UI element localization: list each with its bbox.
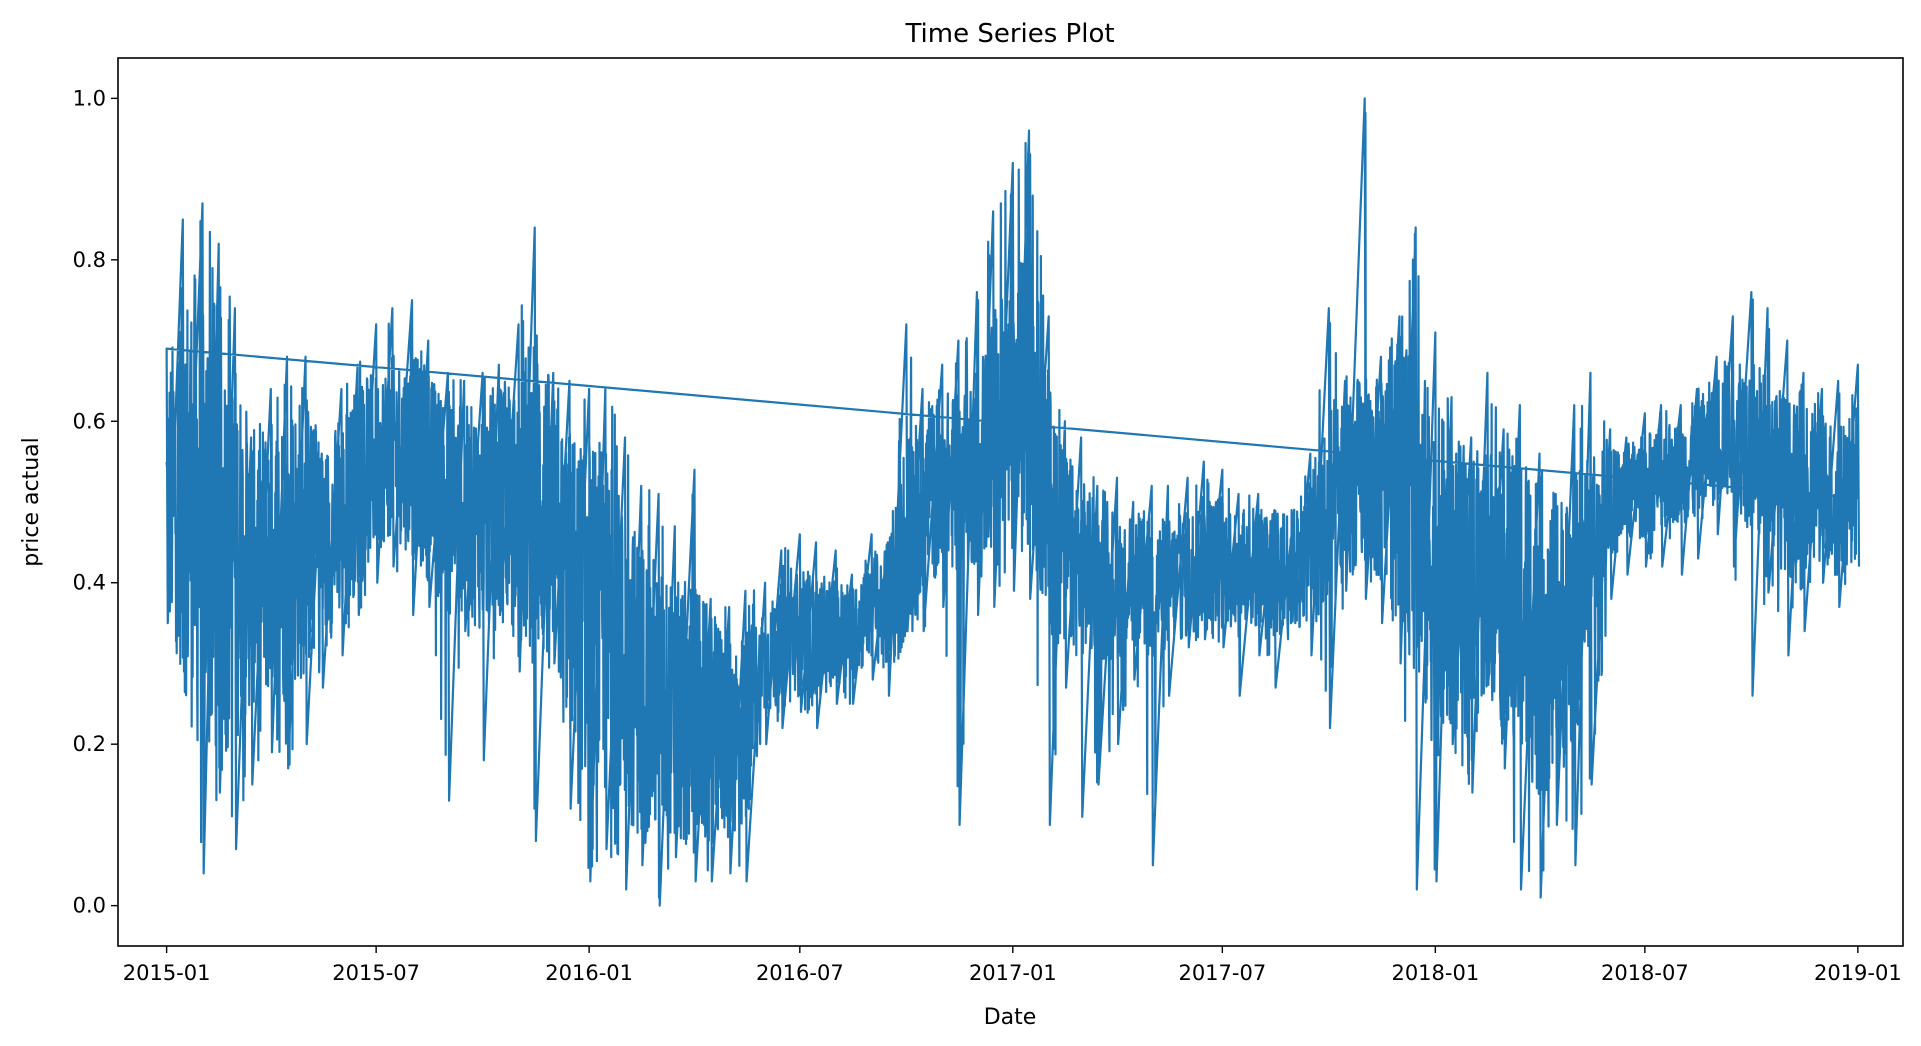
plot-area [165,97,1861,907]
y-tick-label: 1.0 [73,86,106,110]
x-tick-label: 2015-07 [332,961,420,985]
x-tick-label: 2018-07 [1601,961,1689,985]
y-tick-label: 0.2 [73,732,106,756]
x-tick-label: 2018-01 [1391,961,1479,985]
x-axis: 2015-01 2015-07 2016-01 2016-07 2017-01 2017-… [123,946,1902,985]
x-axis-title: Date [984,1005,1037,1030]
x-tick-label: 2019-01 [1814,961,1902,985]
x-tick-label: 2016-01 [545,961,633,985]
y-tick-label: 0.8 [73,248,106,272]
y-tick-label: 0.0 [73,894,106,918]
x-tick-label: 2017-07 [1178,961,1266,985]
y-axis-title: price actual [19,437,44,567]
x-tick-label: 2016-07 [756,961,844,985]
x-tick-label: 2015-01 [123,961,211,985]
y-axis: 0.0 0.2 0.4 0.6 0.8 1.0 [73,86,118,918]
y-tick-label: 0.6 [73,409,106,433]
axes-frame [117,57,1904,947]
x-tick-label: 2017-01 [969,961,1057,985]
y-tick-label: 0.4 [73,571,106,595]
chart-title: Time Series Plot [904,19,1114,49]
series-line [165,97,1861,907]
